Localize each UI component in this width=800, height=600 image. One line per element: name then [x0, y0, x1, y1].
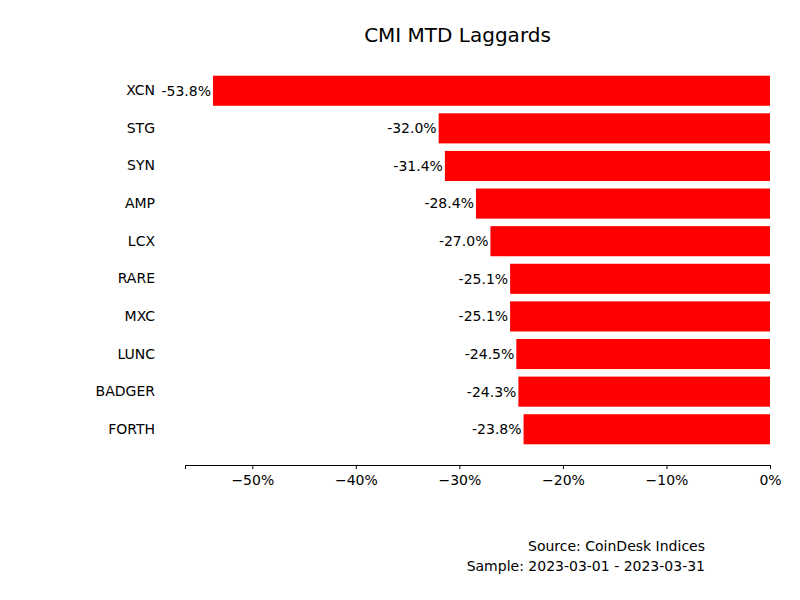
bar: [516, 339, 770, 369]
tick: −40%: [335, 465, 378, 488]
chart: CMI MTD Laggards −50% −40% −30% −20% −10% 0% XC…: [0, 0, 800, 600]
tick-label: −40%: [335, 472, 378, 488]
tick: MXC: [125, 308, 185, 324]
data-label: -53.8%: [161, 83, 211, 99]
tick: −50%: [231, 465, 274, 488]
annotation: Sample: 2023-03-01 - 2023-03-31: [467, 558, 705, 574]
bar: [518, 377, 770, 407]
tick: LCX: [128, 233, 185, 249]
tick-mark: [459, 465, 460, 469]
axis-line: [186, 466, 771, 470]
bar: [510, 301, 770, 331]
data-label: -25.1%: [459, 308, 509, 324]
data-label: -23.8%: [472, 421, 522, 437]
tick-label: −10%: [646, 472, 689, 488]
bar: [445, 151, 770, 181]
tick: FORTH: [108, 421, 185, 437]
tick-mark: [563, 465, 564, 469]
bars: [213, 76, 770, 445]
x-axis: −50% −40% −30% −20% −10% 0%: [186, 465, 782, 488]
annotations: Source: CoinDesk Indices Sample: 2023-03-…: [467, 538, 705, 574]
data-label: -25.1%: [459, 271, 509, 287]
tick-mark: [356, 465, 357, 469]
tick: STG: [127, 120, 185, 136]
tick: LUNC: [117, 346, 185, 362]
category-label: AMP: [125, 195, 155, 211]
data-label: -24.3%: [467, 384, 517, 400]
tick-label: −30%: [438, 472, 481, 488]
tick: BADGER: [96, 383, 185, 399]
data-labels: -53.8% -32.0% -31.4% -28.4% -27.0% -25.1% -25.…: [161, 83, 521, 438]
tick: SYN: [127, 157, 185, 173]
category-label: MXC: [125, 308, 156, 324]
bar: [490, 226, 770, 256]
tick: RARE: [118, 270, 185, 286]
tick-label: −50%: [231, 472, 274, 488]
annotation: Source: CoinDesk Indices: [528, 538, 705, 554]
tick: −10%: [646, 465, 689, 488]
category-label: LCX: [128, 233, 156, 249]
category-label: LUNC: [117, 346, 155, 362]
bar: [510, 264, 770, 294]
data-label: -27.0%: [439, 233, 489, 249]
tick-label: −20%: [542, 472, 585, 488]
data-label: -24.5%: [465, 346, 515, 362]
category-label: STG: [127, 120, 155, 136]
data-label: -28.4%: [424, 195, 474, 211]
category-label: XCN: [126, 82, 155, 98]
y-axis: XCN STG SYN AMP LCX RARE MXC LUNC BADGER FORTH: [96, 82, 185, 437]
bar: [439, 113, 770, 143]
category-label: BADGER: [96, 383, 156, 399]
tick-mark: [252, 465, 253, 469]
tick-mark: [666, 465, 667, 469]
tick: AMP: [125, 195, 185, 211]
category-label: FORTH: [108, 421, 155, 437]
tick: −30%: [438, 465, 481, 488]
tick: 0%: [759, 465, 781, 488]
data-label: -31.4%: [393, 158, 443, 174]
tick-label: 0%: [759, 472, 781, 488]
tick-mark: [770, 465, 771, 469]
title: CMI MTD Laggards: [364, 23, 551, 47]
bar: [476, 189, 770, 219]
category-label: RARE: [118, 270, 155, 286]
category-label: SYN: [127, 157, 155, 173]
data-label: -32.0%: [387, 120, 437, 136]
bar: [213, 76, 770, 106]
bar: [524, 414, 770, 444]
tick: −20%: [542, 465, 585, 488]
